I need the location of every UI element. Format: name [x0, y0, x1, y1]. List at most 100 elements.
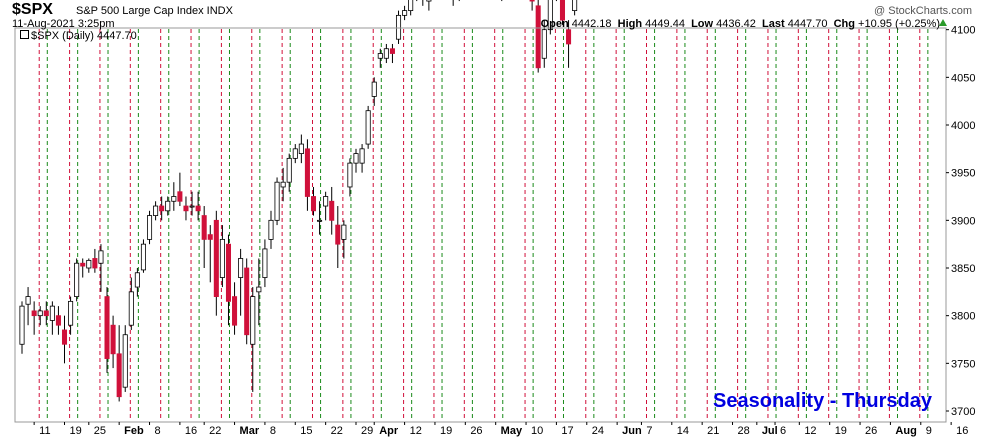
last-value: 4447.70 — [787, 18, 828, 30]
candle-body — [341, 224, 347, 240]
candle-body — [134, 272, 140, 288]
x-tick-label: 8 — [155, 425, 161, 437]
candle-body — [177, 191, 183, 202]
candle-body — [19, 305, 25, 345]
open-value: 4442.18 — [571, 18, 612, 30]
candle-body — [49, 305, 55, 321]
candle-body — [37, 310, 43, 317]
candle-body — [43, 310, 49, 317]
watermark: @ StockCharts.com — [874, 5, 972, 17]
candle-body — [122, 334, 128, 388]
x-tick-label: 19 — [835, 425, 847, 437]
x-tick-label: 6 — [780, 425, 786, 437]
high-label: High — [617, 18, 643, 30]
candle-body — [128, 291, 134, 326]
seasonality-gridlines — [38, 29, 929, 421]
x-tick-label: Apr — [379, 425, 399, 437]
x-tick-label: 9 — [926, 425, 932, 437]
candle-body — [383, 48, 389, 59]
candle-body — [304, 148, 310, 197]
candle-body — [116, 353, 122, 398]
candle-body — [195, 205, 201, 212]
x-tick-label: 12 — [804, 425, 816, 437]
candle-body — [292, 148, 298, 159]
candle-body — [153, 205, 159, 216]
candle-body — [262, 248, 268, 278]
candle-body — [335, 224, 341, 245]
candle-body — [286, 157, 292, 183]
candle-body — [377, 53, 383, 59]
candle-body — [61, 329, 68, 345]
candle-body — [207, 234, 213, 240]
candle-body — [98, 250, 104, 264]
candle-body — [389, 48, 395, 54]
candle-body — [535, 5, 541, 69]
candle-body — [213, 219, 219, 297]
candle-body — [353, 153, 359, 164]
x-tick-label: 8 — [270, 425, 276, 437]
x-tick-label: May — [501, 425, 523, 437]
x-tick-label: Feb — [124, 425, 144, 437]
low-label: Low — [691, 18, 714, 30]
candle-body — [183, 205, 189, 212]
x-tick-label: 28 — [738, 425, 750, 437]
legend-text: $SPX (Daily) 4447.70 — [31, 30, 137, 42]
x-tick-label: 11 — [39, 425, 50, 437]
candle-body — [547, 0, 553, 31]
candle-body — [225, 243, 232, 302]
candle-body — [110, 324, 116, 355]
candle-body — [201, 215, 207, 240]
chg-value: +10.95 (+0.25%) — [858, 18, 940, 30]
legend-swatch-icon — [20, 30, 29, 39]
x-tick-label: 14 — [677, 425, 689, 437]
candle-body — [250, 296, 256, 345]
x-tick-label: 24 — [592, 425, 604, 437]
candle-body — [86, 259, 92, 269]
x-tick-label: 10 — [531, 425, 543, 437]
x-tick-label: 25 — [94, 425, 106, 437]
candle-body — [559, 0, 566, 21]
candle-body — [80, 262, 86, 267]
candle-body — [408, 0, 414, 11]
candle-body — [159, 205, 165, 212]
candle-body — [68, 300, 74, 326]
timestamp: 11-Aug-2021 3:25pm — [12, 18, 115, 30]
y-tick-label: 3900 — [951, 215, 975, 227]
candle-body — [359, 148, 365, 164]
open-label: Open — [540, 18, 569, 30]
candle-body — [219, 238, 225, 278]
candle-body — [572, 0, 578, 12]
candle-body — [232, 296, 238, 326]
x-tick-label: 26 — [865, 425, 877, 437]
x-tick-label: 22 — [209, 425, 221, 437]
x-tick-label: Jul — [762, 425, 778, 437]
x-tick-label: 29 — [361, 425, 373, 437]
candle-body — [298, 143, 304, 154]
candle-body — [323, 196, 329, 207]
candle-body — [395, 14, 402, 40]
candle-body — [329, 200, 335, 221]
low-value: 4436.42 — [716, 18, 756, 30]
candle-body — [55, 315, 61, 326]
candle-body — [140, 243, 146, 271]
candle-body — [274, 181, 280, 221]
candle-body — [347, 162, 353, 188]
x-tick-label: 19 — [440, 425, 452, 437]
quote-summary: Open 4442.18 High 4449.44 Low 4436.42 La… — [541, 18, 940, 30]
candle-body — [147, 215, 153, 240]
axes: 3700375038003850390039504000405041004150… — [14, 25, 975, 437]
high-value: 4449.44 — [645, 18, 685, 30]
candle-body — [104, 296, 110, 359]
y-tick-label: 3750 — [951, 358, 975, 370]
x-tick-label: Jun — [622, 425, 642, 437]
seasonality-annotation: Seasonality - Thursday — [713, 390, 932, 412]
candle-body — [74, 262, 80, 298]
symbol-description: S&P 500 Large Cap Index INDX — [76, 5, 233, 17]
last-label: Last — [762, 18, 785, 30]
candle-body — [365, 110, 371, 145]
candle-body — [244, 267, 250, 336]
x-tick-label: 21 — [707, 425, 719, 437]
x-tick-label: 17 — [561, 425, 573, 437]
symbol-label: $SPX — [12, 1, 53, 18]
